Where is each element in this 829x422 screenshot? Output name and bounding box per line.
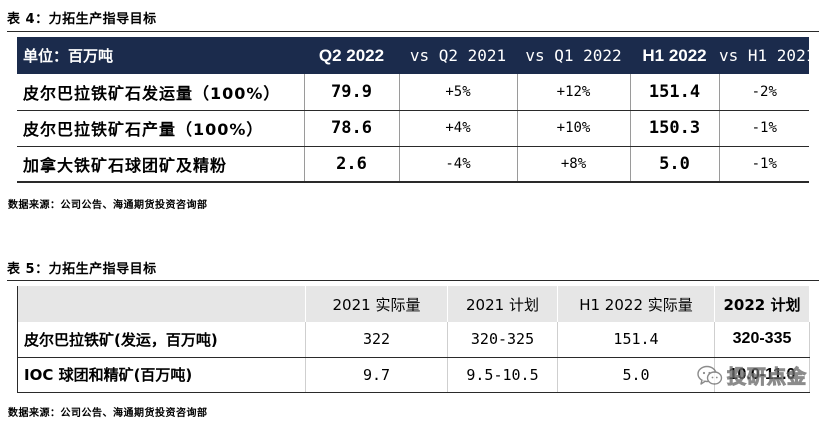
cell-vs-q2-2021: +5% xyxy=(399,74,518,111)
table4-title: 表 4：力拓生产指导目标 xyxy=(7,12,157,27)
cell-vs-q2-2021: -4% xyxy=(399,146,518,183)
table4-header-vs-h1-2021: vs H1 2021 xyxy=(719,46,809,65)
table5-source-note: 数据来源：公司公告、海通期货投资咨询部 xyxy=(8,408,208,419)
table4-header-row: 单位：百万吨 Q2 2022 vs Q2 2021 vs Q1 2022 H1 … xyxy=(17,37,809,74)
row-label: IOC 球团和精矿(百万吨) xyxy=(17,357,306,393)
table-row: 皮尔巴拉铁矿石产量（100%） 78.6 +4% +10% 150.3 -1% xyxy=(17,110,809,147)
table5: 2021 实际量 2021 计划 H1 2022 实际量 2022 计划 皮尔巴… xyxy=(17,286,810,393)
cell-vs-h1-2021: -1% xyxy=(719,110,809,147)
cell-h1-2022-actual: 5.0 xyxy=(557,357,715,393)
row-label: 皮尔巴拉铁矿石产量（100%） xyxy=(17,110,305,147)
cell-vs-q1-2022: +8% xyxy=(517,146,631,183)
cell-2021-actual: 322 xyxy=(305,322,448,358)
table5-title: 表 5：力拓生产指导目标 xyxy=(7,262,157,277)
table4-top-rule xyxy=(7,31,819,32)
cell-h1-2022-actual: 151.4 xyxy=(557,322,715,358)
row-label: 皮尔巴拉铁矿石发运量（100%） xyxy=(17,74,305,111)
table-row: 皮尔巴拉铁矿(发运，百万吨) 322 320-325 151.4 320-335 xyxy=(17,322,810,358)
cell-vs-q2-2021: +4% xyxy=(399,110,518,147)
cell-h1-2022: 150.3 xyxy=(630,110,720,147)
cell-vs-h1-2021: -2% xyxy=(719,74,809,111)
table4-header-unit: 单位：百万吨 xyxy=(23,47,114,65)
table5-header-h1-2022-actual: H1 2022 实际量 xyxy=(557,286,715,322)
cell-vs-q1-2022: +12% xyxy=(517,74,631,111)
table4-header-vs-q2-2021: vs Q2 2021 xyxy=(409,46,507,65)
table5-header-2021-plan: 2021 计划 xyxy=(447,286,558,322)
table5-header-2022-plan: 2022 计划 xyxy=(714,286,810,322)
table-row: IOC 球团和精矿(百万吨) 9.7 9.5-10.5 5.0 10.0-11.… xyxy=(17,357,810,393)
table5-header-empty xyxy=(17,286,306,322)
table4-header-h1-2022: H1 2022 xyxy=(642,45,707,65)
table4: 单位：百万吨 Q2 2022 vs Q2 2021 vs Q1 2022 H1 … xyxy=(17,37,809,183)
cell-2022-plan: 320-335 xyxy=(714,322,810,358)
row-label: 皮尔巴拉铁矿(发运，百万吨) xyxy=(17,322,306,358)
table5-header-2021-actual: 2021 实际量 xyxy=(305,286,448,322)
table4-header-q2-2022: Q2 2022 xyxy=(318,45,385,65)
cell-vs-h1-2021: -1% xyxy=(719,146,809,183)
table-row: 皮尔巴拉铁矿石发运量（100%） 79.9 +5% +12% 151.4 -2% xyxy=(17,74,809,111)
cell-vs-q1-2022: +10% xyxy=(517,110,631,147)
cell-h1-2022: 151.4 xyxy=(630,74,720,111)
cell-2021-plan: 9.5-10.5 xyxy=(447,357,558,393)
cell-q2-2022: 2.6 xyxy=(304,146,400,183)
table5-header-row: 2021 实际量 2021 计划 H1 2022 实际量 2022 计划 xyxy=(17,286,810,322)
cell-h1-2022: 5.0 xyxy=(630,146,720,183)
table-row: 加拿大铁矿石球团矿及精粉 2.6 -4% +8% 5.0 -1% xyxy=(17,146,809,183)
cell-2021-plan: 320-325 xyxy=(447,322,558,358)
cell-2022-plan: 10.0-11.0 xyxy=(714,357,810,393)
cell-2021-actual: 9.7 xyxy=(305,357,448,393)
row-label: 加拿大铁矿石球团矿及精粉 xyxy=(17,146,305,183)
cell-q2-2022: 78.6 xyxy=(304,110,400,147)
table4-header-vs-q1-2022: vs Q1 2022 xyxy=(525,46,622,65)
table4-source-note: 数据来源：公司公告、海通期货投资咨询部 xyxy=(8,200,208,211)
table5-top-rule xyxy=(7,280,819,281)
cell-q2-2022: 79.9 xyxy=(304,74,400,111)
